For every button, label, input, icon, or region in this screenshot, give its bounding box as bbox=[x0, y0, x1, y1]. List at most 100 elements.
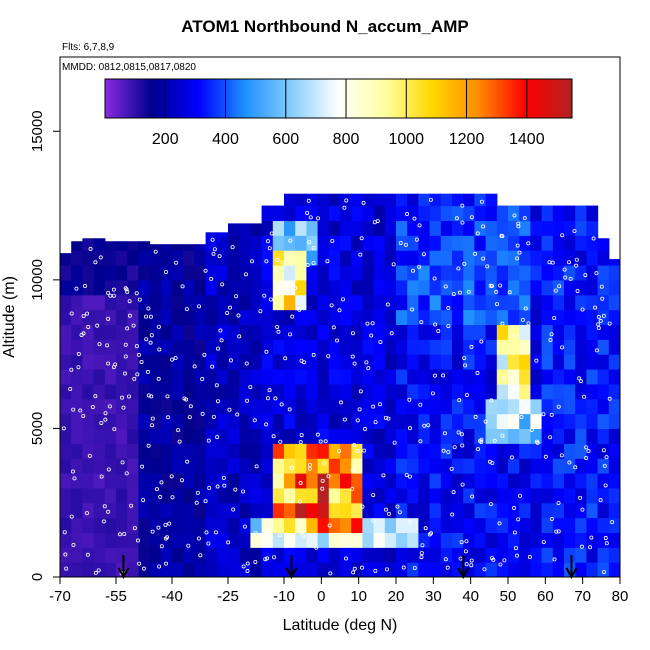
heatmap-cell bbox=[351, 235, 363, 251]
flight-track-marker bbox=[98, 255, 103, 260]
heatmap-cell bbox=[463, 547, 475, 563]
heatmap-cell bbox=[485, 547, 498, 563]
flight-track-marker bbox=[163, 522, 168, 527]
flight-track-marker bbox=[384, 507, 389, 512]
flight-track-marker bbox=[259, 533, 264, 538]
heatmap-cell bbox=[205, 250, 218, 266]
heatmap-cell bbox=[418, 517, 431, 534]
heatmap-cell bbox=[216, 309, 229, 326]
heatmap-cell bbox=[541, 532, 554, 548]
flight-track-marker bbox=[522, 216, 527, 221]
heatmap-cell bbox=[463, 220, 475, 236]
heatmap-cell bbox=[586, 458, 599, 474]
flight-track-marker bbox=[267, 388, 272, 393]
heatmap-cell bbox=[317, 369, 330, 385]
heatmap-cell bbox=[530, 294, 543, 311]
flight-track-marker bbox=[370, 321, 375, 326]
flight-track-marker bbox=[363, 427, 368, 432]
heatmap-cell bbox=[597, 250, 610, 266]
heatmap-cell bbox=[160, 250, 173, 266]
heatmap-cell bbox=[228, 309, 240, 326]
heatmap-cell bbox=[82, 458, 95, 474]
heatmap-cell bbox=[530, 458, 543, 474]
heatmap-cell bbox=[138, 473, 151, 489]
heatmap-cell bbox=[508, 413, 520, 430]
flight-track-marker bbox=[123, 342, 128, 347]
heatmap-cell bbox=[261, 279, 274, 296]
heatmap-cell bbox=[216, 339, 229, 355]
flight-track-marker bbox=[358, 389, 363, 394]
heatmap-cell bbox=[541, 294, 554, 311]
heatmap-cell bbox=[541, 354, 554, 370]
heatmap-cell bbox=[463, 487, 475, 504]
heatmap-cell bbox=[519, 562, 531, 577]
flight-track-marker bbox=[305, 210, 310, 215]
flight-track-marker bbox=[299, 433, 304, 438]
flight-track-marker bbox=[196, 536, 201, 541]
heatmap-cell bbox=[452, 398, 464, 415]
heatmap-cell bbox=[552, 517, 565, 534]
heatmap-cell bbox=[384, 487, 397, 504]
heatmap-cell bbox=[530, 398, 543, 415]
heatmap-cell bbox=[396, 324, 408, 340]
heatmap-cell bbox=[261, 443, 274, 459]
heatmap-cell bbox=[306, 502, 319, 519]
flight-track-marker bbox=[575, 289, 580, 294]
heatmap-cell bbox=[440, 369, 453, 385]
heatmap-cell bbox=[127, 532, 139, 548]
heatmap-cell bbox=[205, 398, 218, 415]
flight-track-marker bbox=[419, 551, 424, 556]
flight-track-marker bbox=[389, 331, 394, 336]
heatmap-cell bbox=[586, 413, 599, 430]
flight-track-marker bbox=[397, 510, 402, 515]
heatmap-cell bbox=[452, 250, 464, 266]
flight-track-marker bbox=[106, 316, 111, 321]
heatmap-cell bbox=[93, 294, 106, 311]
heatmap-cell bbox=[216, 369, 229, 385]
heatmap-cell bbox=[418, 562, 431, 577]
heatmap-cell bbox=[541, 443, 554, 459]
flight-track-marker bbox=[227, 407, 232, 412]
x-tick-label: -25 bbox=[217, 588, 239, 605]
flight-track-marker bbox=[519, 400, 524, 405]
heatmap-cell bbox=[160, 428, 173, 444]
heatmap-cell bbox=[239, 413, 251, 430]
heatmap-cell bbox=[160, 458, 173, 474]
heatmap-cell bbox=[194, 309, 207, 326]
heatmap-cell bbox=[519, 428, 531, 444]
heatmap-cell bbox=[295, 398, 307, 415]
heatmap-cell bbox=[485, 369, 498, 385]
flight-track-marker bbox=[263, 557, 268, 562]
heatmap-cell bbox=[295, 428, 307, 444]
flight-track-marker bbox=[426, 423, 431, 428]
heatmap-cell bbox=[508, 354, 520, 370]
heatmap-cell bbox=[138, 369, 151, 385]
flight-track-marker bbox=[220, 282, 225, 287]
heatmap-cell bbox=[440, 428, 453, 444]
heatmap-cell bbox=[317, 279, 330, 296]
heatmap-cell bbox=[284, 562, 296, 577]
flight-track-marker bbox=[352, 443, 357, 448]
heatmap-cell bbox=[608, 294, 620, 311]
heatmap-cell bbox=[183, 309, 195, 326]
heatmap-cell bbox=[530, 220, 543, 236]
heatmap-cell bbox=[384, 309, 397, 326]
heatmap-cell bbox=[328, 413, 341, 430]
heatmap-cell bbox=[541, 487, 554, 504]
heatmap-cell bbox=[586, 532, 599, 548]
flight-track-marker bbox=[176, 428, 181, 433]
heatmap-cell bbox=[138, 383, 151, 400]
heatmap-cell bbox=[82, 517, 95, 534]
heatmap-cell bbox=[340, 458, 352, 474]
flight-track-marker bbox=[456, 266, 461, 271]
heatmap-cell bbox=[261, 220, 274, 236]
heatmap-cell bbox=[373, 502, 386, 519]
flight-track-marker bbox=[210, 364, 215, 369]
heatmap-cell bbox=[284, 413, 296, 430]
heatmap-cell bbox=[429, 443, 442, 459]
heatmap-cell bbox=[463, 369, 475, 385]
heatmap-cell bbox=[250, 532, 263, 548]
heatmap-cell bbox=[362, 502, 375, 519]
flight-track-marker bbox=[598, 498, 603, 503]
flight-track-marker bbox=[64, 566, 69, 571]
